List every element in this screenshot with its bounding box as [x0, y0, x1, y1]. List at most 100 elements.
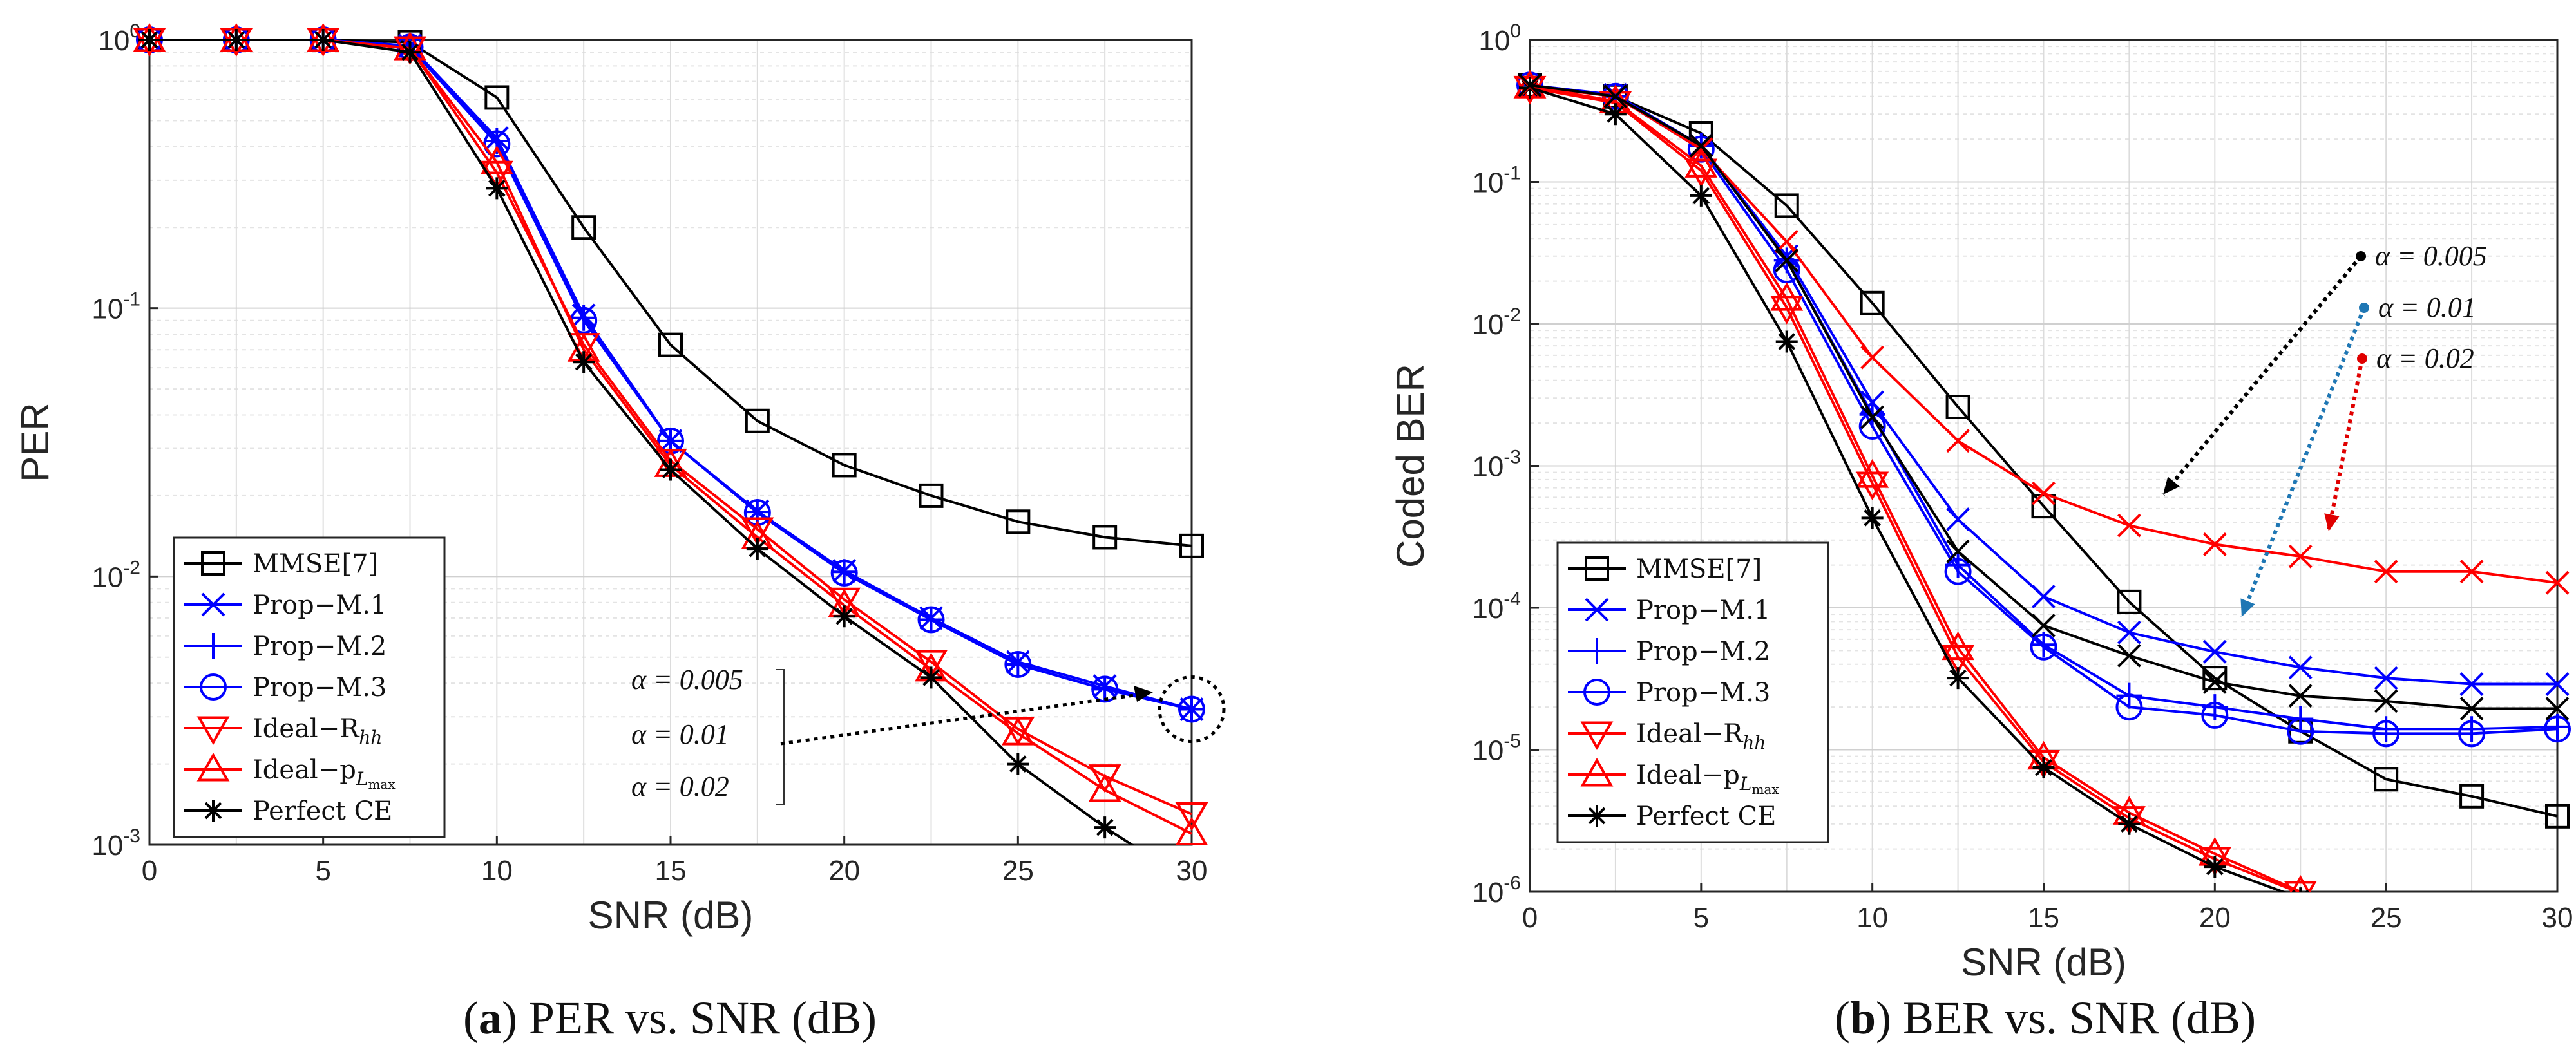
x-tick-label: 15 [655, 855, 687, 887]
data-point [746, 538, 768, 560]
data-point [2544, 713, 2570, 740]
y-tick-exponent: -4 [1503, 588, 1521, 610]
data-point [399, 41, 421, 64]
annotation-arrow [780, 692, 1144, 746]
y-tick-exponent: -2 [1503, 305, 1521, 326]
y-tick-label: 10-1 [91, 289, 140, 325]
alpha-annotation: α = 0.005 α = 0.01 α = 0.02 [631, 664, 1226, 805]
legend-label-name: Prop−M.2 [253, 632, 386, 661]
y-tick-label: 10-1 [1472, 163, 1521, 199]
data-point [1179, 533, 1204, 558]
data-point [2117, 513, 2141, 538]
data-point [486, 177, 508, 200]
legend-label-name: Ideal−R [1636, 719, 1744, 749]
x-tick-label: 25 [2371, 902, 2402, 934]
data-point [1001, 717, 1035, 746]
legend-label: Prop−M.2 [253, 632, 386, 661]
legend-item: Ideal−Rhh [1568, 719, 1766, 753]
y-tick-base: 10 [1472, 593, 1503, 625]
data-point [2201, 701, 2229, 729]
data-point [138, 29, 160, 51]
legend-marker [1580, 721, 1614, 751]
legend-label-name: MMSE[7] [253, 549, 378, 579]
data-point [832, 453, 857, 478]
data-point [2027, 750, 2060, 779]
data-point [2284, 881, 2317, 892]
data-point [1179, 696, 1205, 722]
annotation-arrow [2161, 255, 2363, 496]
data-point [1946, 539, 1970, 563]
data-point [2118, 813, 2141, 835]
series--0-005-prop- [1518, 73, 2570, 720]
legend: MMSE[7] Prop−M.1 Prop−M.2 Prop−M.3 Ideal−Rhh… [1556, 541, 1829, 843]
data-point [1860, 405, 1885, 429]
data-point [1774, 193, 1799, 218]
data-point [1088, 764, 1121, 793]
legend-marker [1585, 556, 1609, 581]
data-point [2032, 614, 2056, 637]
data-point [483, 130, 511, 158]
data-point [1946, 507, 1970, 531]
y-tick-base: 10 [98, 25, 129, 57]
x-tick-label: 20 [2199, 902, 2231, 934]
x-tick-label: 10 [481, 855, 513, 887]
y-tick-base: 10 [91, 294, 123, 325]
data-point [2458, 720, 2486, 748]
legend: MMSE[7] Prop−M.1 Prop−M.2 Prop−M.3 Ideal−Rhh… [173, 536, 446, 838]
data-point [2545, 697, 2570, 720]
series-line [1529, 86, 2287, 892]
data-point [1088, 773, 1121, 802]
data-point [1684, 149, 1718, 178]
legend-label-subscript: L [356, 768, 368, 789]
legend-label: MMSE[7] [1636, 554, 1762, 584]
legend-label-name: Ideal−p [253, 755, 356, 785]
caption-letter: b [1850, 992, 1876, 1044]
alpha-label: α = 0.02 [631, 771, 729, 802]
y-tick-exponent: -6 [1503, 872, 1521, 894]
legend-marker [201, 551, 225, 576]
data-point [571, 215, 596, 240]
data-point [2032, 481, 2056, 505]
legend-marker [1585, 598, 1609, 622]
x-tick-label: 0 [142, 855, 157, 887]
legend-marker [196, 752, 230, 782]
legend-label: Prop−M.2 [1636, 637, 1770, 666]
data-point [1775, 248, 1799, 272]
legend-label-name: Prop−M.1 [1636, 596, 1770, 625]
data-point [745, 408, 770, 433]
data-point [830, 559, 858, 587]
panel-caption: (b) BER vs. SNR (dB) [1835, 992, 2256, 1044]
y-tick-label: 10-6 [1472, 872, 1521, 908]
annotation-arrow [2327, 358, 2364, 532]
y-tick-exponent: -5 [1503, 731, 1521, 752]
data-point [1178, 695, 1205, 723]
legend-label: Prop−M.1 [253, 590, 386, 620]
legend-item: Perfect CE [1568, 802, 1776, 831]
data-point [1092, 525, 1118, 550]
caption-paren: ( [1835, 992, 1850, 1044]
data-point [2291, 874, 2311, 892]
data-point [1947, 667, 1969, 690]
annotation-circle [1158, 675, 1226, 744]
data-point [1944, 558, 1972, 585]
legend-label: MMSE[7] [253, 549, 378, 579]
data-point [2459, 784, 2485, 809]
series--0-02-prop- [1518, 74, 2570, 595]
legend-marker [1584, 638, 1610, 664]
data-point [1518, 73, 1542, 97]
legend-item: Prop−M.2 [184, 632, 386, 661]
alpha-annotation: α = 0.005 α = 0.01 α = 0.02 [2161, 240, 2487, 618]
legend-label-subsubscript: max [1751, 782, 1779, 797]
y-tick-base: 10 [1472, 877, 1503, 908]
x-tick-label: 20 [828, 855, 860, 887]
annotation-arrowhead [2163, 476, 2180, 494]
annotation-arrow [2240, 306, 2366, 618]
data-point [1770, 282, 1804, 311]
annotation-arrowhead [2240, 598, 2255, 617]
y-tick-label: 10-5 [1472, 731, 1521, 767]
data-point [1007, 753, 1029, 775]
legend-label: Perfect CE [1636, 802, 1776, 831]
legend-item: Prop−M.1 [1568, 596, 1770, 625]
